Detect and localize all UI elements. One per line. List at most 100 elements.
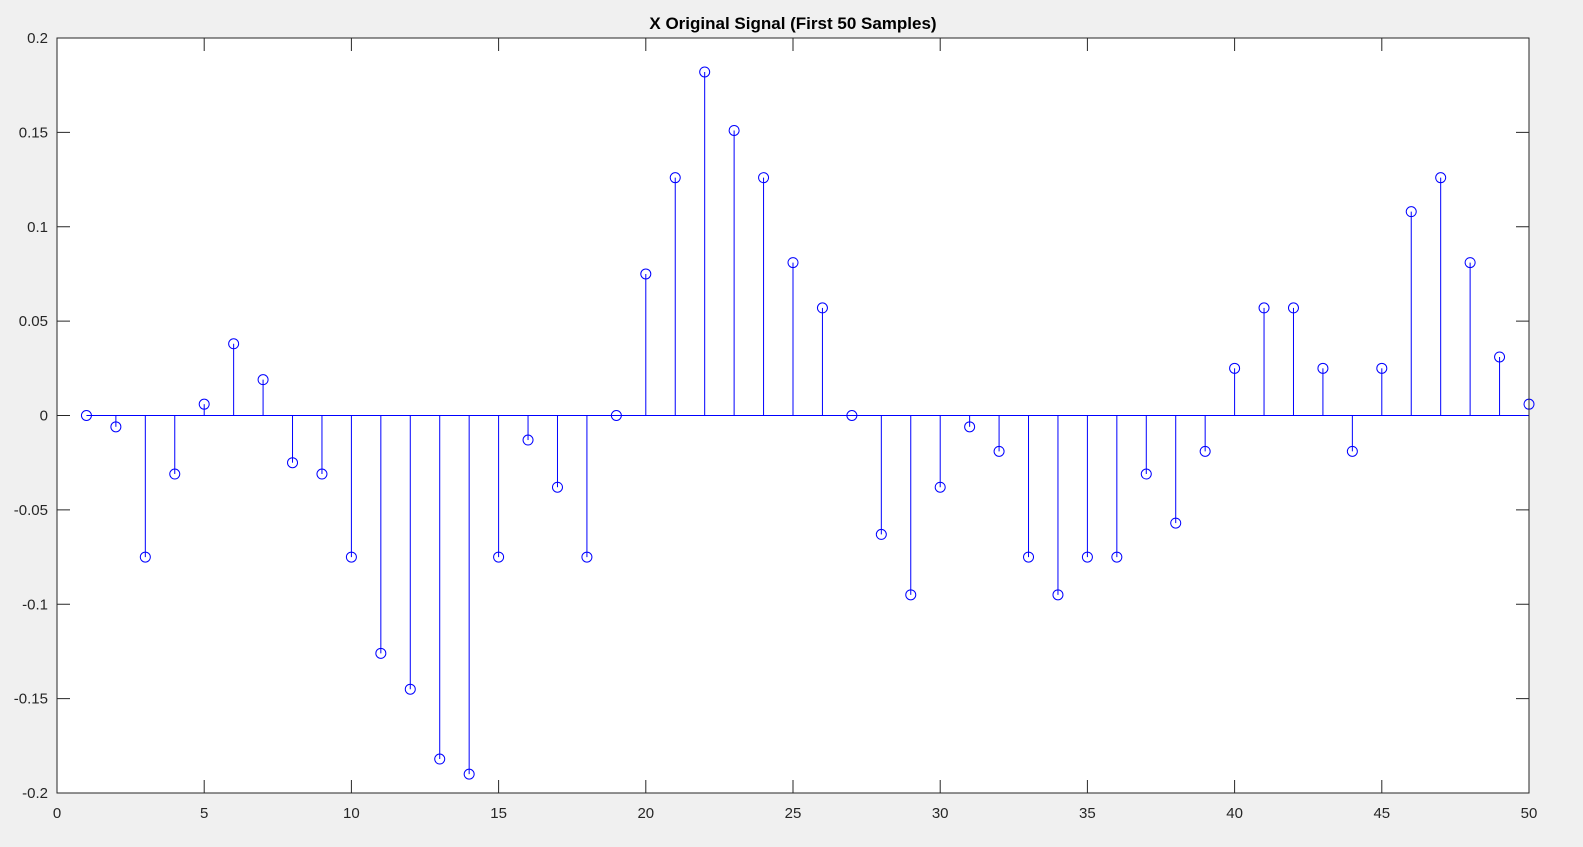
stem-point (846, 410, 858, 421)
stem-point (669, 172, 681, 416)
stem-point (1346, 415, 1358, 457)
stem-marker (1140, 468, 1152, 480)
y-tick-label: 0.1 (27, 219, 48, 236)
stem-point (551, 415, 563, 493)
x-tick-label: 45 (1373, 805, 1390, 822)
stem-point (964, 415, 976, 433)
stem-point (1464, 257, 1476, 416)
stem-point (1287, 302, 1299, 416)
stem-point (1435, 172, 1447, 416)
x-axis-tick-labels: 0 5 10 15 20 25 30 35 40 45 50 (53, 805, 1538, 822)
x-tick-label: 25 (785, 805, 802, 822)
stem-marker (434, 753, 446, 765)
stem-marker (198, 398, 210, 410)
y-tick-label: 0.2 (27, 30, 48, 47)
x-tick-label: 10 (343, 805, 360, 822)
y-tick-label: -0.05 (14, 502, 48, 519)
stem-point (1494, 351, 1506, 416)
stem-marker (228, 338, 240, 350)
stem-point (1081, 415, 1093, 563)
stem-point (522, 415, 534, 446)
stem-marker (1376, 362, 1388, 374)
x-tick-label: 15 (490, 805, 507, 822)
stem-point (493, 415, 505, 563)
x-tick-label: 30 (932, 805, 949, 822)
stem-point (110, 415, 122, 433)
stem-point (758, 172, 770, 416)
stem-point (816, 302, 828, 416)
stem-marker (493, 551, 505, 563)
stem-marker (287, 457, 299, 469)
stem-point (198, 398, 210, 416)
stem-point (993, 415, 1005, 457)
stem-marker (1023, 551, 1035, 563)
stem-marker (1317, 362, 1329, 374)
stem-marker (1494, 351, 1506, 363)
x-tick-label: 40 (1226, 805, 1243, 822)
y-tick-label: 0 (40, 408, 48, 425)
stem-point (1140, 415, 1152, 480)
stem-point (1405, 206, 1417, 416)
axes-box (56, 37, 1530, 794)
stem-point (610, 410, 622, 421)
stem-marker (934, 481, 946, 493)
stem-marker (1170, 517, 1182, 529)
stem-marker (110, 421, 122, 433)
y-tick-label: 0.05 (19, 313, 48, 330)
stem-point (257, 374, 269, 416)
stem-marker (257, 374, 269, 386)
stem-point (1052, 415, 1064, 601)
stem-marker (993, 445, 1005, 457)
stem-point (905, 415, 917, 601)
y-axis-tick-labels: -0.2 -0.15 -0.1 -0.05 0 0.05 0.1 0.15 0.2 (14, 30, 48, 802)
y-tick-label: -0.2 (22, 785, 48, 802)
stem-marker (169, 468, 181, 480)
stem-marker (905, 589, 917, 601)
stem-point (463, 415, 475, 780)
stem-point (434, 415, 446, 765)
stem-marker (875, 528, 887, 540)
stem-series (80, 66, 1535, 780)
stem-marker (1199, 445, 1211, 457)
stem-point (1229, 362, 1241, 416)
stem-marker (640, 268, 652, 280)
stem-marker (375, 647, 387, 659)
stem-marker (728, 124, 740, 136)
stem-point (1023, 415, 1035, 563)
stem-point (787, 257, 799, 416)
y-tick-label: 0.15 (19, 124, 48, 141)
stem-marker (1405, 206, 1417, 218)
stem-point (169, 415, 181, 480)
stem-marker (699, 66, 711, 78)
stem-marker (1346, 445, 1358, 457)
stem-point (316, 415, 328, 480)
stem-marker (1052, 589, 1064, 601)
stem-marker (551, 481, 563, 493)
stem-marker (1464, 257, 1476, 269)
stem-marker (522, 434, 534, 446)
stem-point (404, 415, 416, 695)
stem-marker (816, 302, 828, 314)
stem-marker (669, 172, 681, 184)
stem-marker (80, 410, 92, 421)
stem-point (80, 410, 92, 421)
x-tick-label: 0 (53, 805, 61, 822)
stem-marker (846, 410, 858, 421)
stem-point (345, 415, 357, 563)
stem-point (1199, 415, 1211, 457)
x-tick-label: 35 (1079, 805, 1096, 822)
stem-marker (139, 551, 151, 563)
stem-marker (463, 768, 475, 780)
stem-point (640, 268, 652, 416)
x-tick-label: 50 (1521, 805, 1538, 822)
stem-point (875, 415, 887, 540)
chart-title: X Original Signal (First 50 Samples) (649, 14, 936, 33)
stem-marker (1287, 302, 1299, 314)
stem-point (699, 66, 711, 416)
stem-marker (1111, 551, 1123, 563)
stem-marker (404, 683, 416, 695)
stem-marker (1258, 302, 1270, 314)
stem-point (1376, 362, 1388, 416)
stem-point (375, 415, 387, 659)
